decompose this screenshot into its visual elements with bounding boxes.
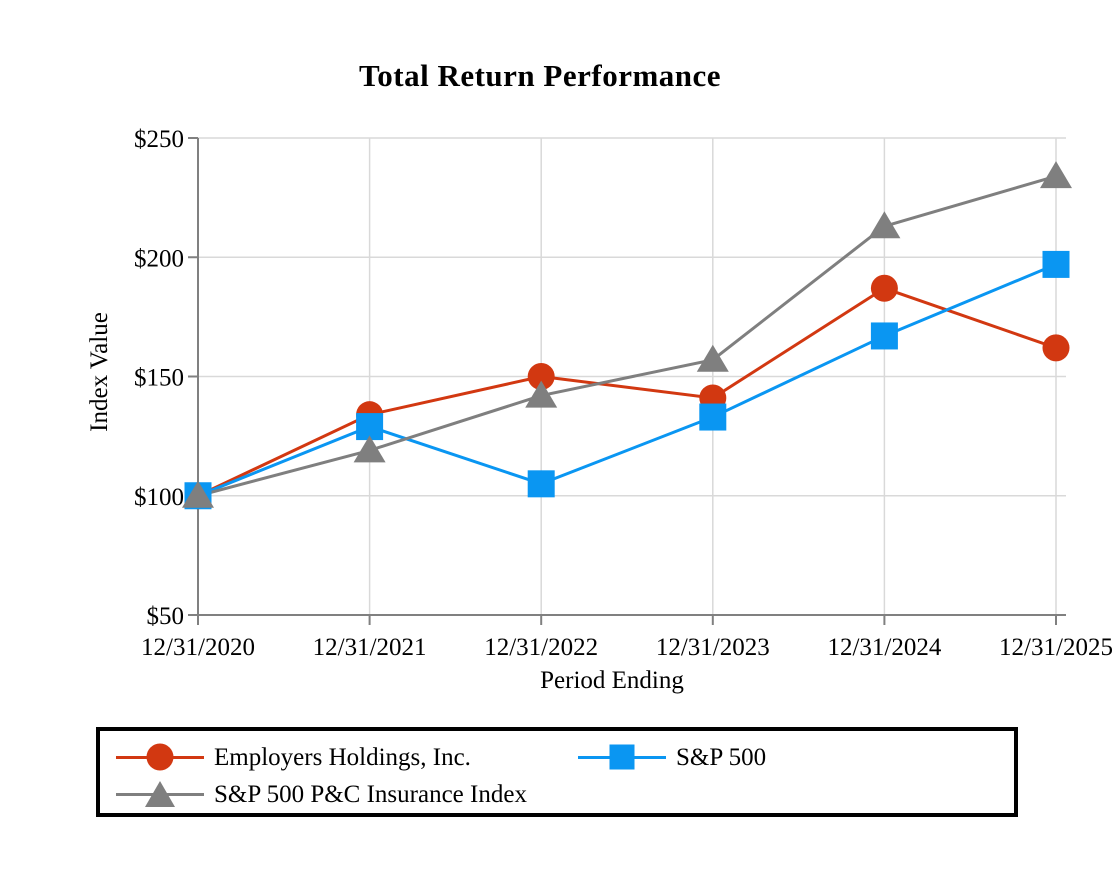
circle-marker-icon (146, 743, 174, 771)
legend-label-pc-insurance-index: S&P 500 P&C Insurance Index (214, 780, 527, 808)
data-point-square (527, 470, 555, 498)
x-tick-label: 12/31/2024 (827, 634, 941, 661)
square-marker-icon (609, 744, 635, 770)
y-tick-label: $250 (134, 126, 184, 153)
series-line (197, 174, 1057, 498)
x-tick-label: 12/31/2022 (484, 634, 598, 661)
y-tick-label: $50 (147, 603, 185, 630)
legend-entry-sp500: S&P 500 (578, 742, 766, 772)
x-tick-label: 12/31/2023 (656, 634, 770, 661)
data-point-square (870, 322, 898, 350)
data-point-circle (1042, 334, 1070, 362)
chart-title: Total Return Performance (358, 58, 722, 93)
data-point-triangle (696, 344, 729, 372)
x-tick-label: 12/31/2020 (141, 634, 255, 661)
x-axis-title: Period Ending (540, 667, 684, 694)
y-tick-label: $150 (134, 365, 184, 392)
series-line (197, 263, 1057, 498)
data-point-triangle (182, 480, 214, 508)
chart-legend: Employers Holdings, Inc. S&P 500 S&P 500… (96, 727, 1018, 817)
data-point-circle (870, 274, 898, 302)
legend-line-pc-insurance-index (116, 781, 204, 807)
data-point-triangle (868, 211, 901, 239)
legend-entry-employers-holdings: Employers Holdings, Inc. (116, 742, 471, 772)
legend-label-employers-holdings: Employers Holdings, Inc. (214, 743, 471, 771)
triangle-marker-icon (145, 781, 175, 807)
legend-entry-pc-insurance-index: S&P 500 P&C Insurance Index (116, 779, 527, 809)
data-point-triangle (353, 435, 386, 463)
data-point-triangle (525, 380, 558, 408)
series-line (197, 286, 1057, 498)
legend-line-sp500 (578, 744, 666, 770)
data-point-triangle (1040, 161, 1072, 189)
y-tick-label: $200 (134, 245, 184, 272)
y-axis-title: Index Value (86, 312, 113, 432)
data-point-circle (527, 363, 555, 390)
data-point-square (1042, 250, 1070, 278)
data-point-square (699, 403, 727, 431)
legend-label-sp500: S&P 500 (676, 743, 767, 771)
x-tick-label: 12/31/2025 (999, 634, 1113, 661)
y-tick-label: $100 (134, 484, 184, 511)
legend-line-employers-holdings (116, 743, 204, 771)
x-tick-label: 12/31/2021 (313, 634, 427, 661)
